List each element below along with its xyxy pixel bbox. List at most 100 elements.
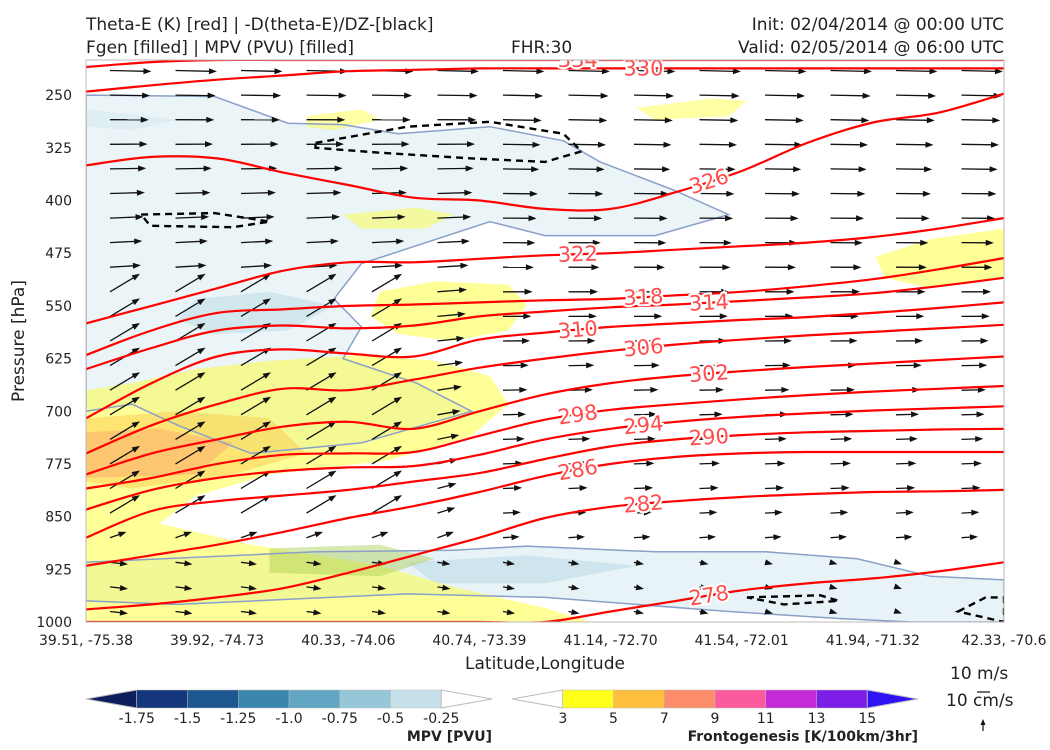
shaded-region-13	[86, 428, 233, 478]
colorbar-tick-label: -1.75	[119, 711, 155, 727]
wind-vector	[502, 190, 538, 197]
colorbar-segment	[714, 689, 767, 709]
theta-e-label-322: 322	[557, 242, 598, 267]
wind-vector	[633, 436, 656, 442]
wind-vector	[240, 262, 272, 269]
theta-e-label-306: 306	[622, 334, 664, 362]
wind-vector	[175, 347, 206, 367]
theta-e-contour-318	[86, 257, 1004, 357]
theta-e-contours	[86, 60, 1004, 622]
wind-vector	[895, 239, 929, 246]
wind-vector	[175, 531, 192, 539]
colorbar-tick-label: -1.0	[275, 711, 302, 727]
wind-vector	[961, 436, 984, 442]
stability-contour-3	[746, 594, 840, 606]
wind-vector	[437, 482, 457, 490]
wind-vector	[109, 298, 140, 317]
wind-vector	[306, 273, 337, 293]
wind-vector	[699, 68, 741, 75]
wind-vector	[633, 584, 644, 591]
x-tick-label: 41.94, -71.32	[826, 633, 920, 649]
wind-vector	[961, 313, 990, 320]
wind-vector	[306, 141, 344, 148]
wind-vector	[961, 509, 980, 516]
wind-vector	[371, 584, 386, 591]
theta-e-contour-306	[86, 323, 1004, 455]
wind-vector	[568, 362, 595, 369]
wind-vector	[175, 165, 212, 172]
theta-e-contour-294	[86, 405, 1004, 511]
wind-vector	[240, 214, 275, 221]
wind-vector	[830, 337, 858, 344]
x-tick-label: 40.33, -74.06	[301, 633, 395, 649]
wind-vector	[830, 264, 862, 271]
wind-vector	[437, 116, 477, 123]
wind-vector	[633, 386, 659, 393]
wind-vector	[371, 273, 402, 293]
wind-vector	[961, 117, 1001, 124]
wind-vector	[633, 117, 673, 124]
wind-vector	[764, 608, 773, 615]
wind-vector	[437, 262, 469, 269]
wind-vector	[633, 509, 652, 516]
wind-vector	[961, 166, 998, 173]
x-tick-label: 39.51, -75.38	[39, 633, 133, 649]
wind-vector	[306, 396, 337, 416]
wind-vector	[634, 288, 664, 295]
wind-vector	[109, 116, 149, 123]
wind-vector	[502, 239, 536, 246]
wind-vector	[109, 609, 128, 616]
colorbar-tick-label: -0.25	[423, 711, 459, 727]
wind-vector	[829, 583, 838, 590]
wind-vector	[830, 239, 863, 246]
theta-e-contour-298	[86, 384, 1004, 490]
wind-vector	[109, 531, 127, 539]
wind-vector	[109, 470, 140, 490]
wind-vector	[764, 68, 807, 75]
wind-vector	[895, 436, 918, 442]
wind-vector	[764, 190, 800, 197]
colorbar-segment	[136, 689, 188, 709]
theta-e-label-318: 318	[623, 284, 664, 310]
wind-vector	[830, 411, 854, 418]
wind-vector	[895, 337, 923, 344]
colorbar-segment	[765, 689, 817, 709]
wind-vector	[175, 372, 206, 391]
wind-vector	[633, 362, 660, 369]
wind-vector	[109, 396, 140, 416]
wind-vector	[829, 559, 838, 565]
wind-vector	[240, 445, 271, 465]
wind-vector	[502, 117, 542, 124]
wind-vector	[306, 531, 323, 539]
wind-vector	[437, 214, 472, 221]
wind-vector	[371, 116, 411, 123]
wind-vector	[306, 347, 337, 367]
wind-vector	[699, 141, 737, 148]
wind-vector	[175, 214, 210, 221]
wind-vector	[830, 534, 847, 541]
wind-vector	[633, 68, 676, 75]
colorbar-segment	[85, 689, 138, 709]
title-line-1: Theta-E (K) [red] | -D(theta-E)/DZ-[blac…	[86, 15, 434, 35]
wind-vector	[371, 396, 402, 416]
wind-vector	[633, 166, 671, 173]
wind-vector	[764, 215, 799, 222]
wind-vector	[895, 166, 933, 173]
theta-e-label-334: 334	[558, 48, 598, 72]
wind-vector	[699, 239, 732, 246]
plot-frame	[85, 59, 1005, 623]
wind-vector	[240, 396, 271, 416]
wind-vector	[109, 92, 151, 99]
wind-vector	[240, 609, 257, 616]
y-tick-label: 325	[45, 141, 72, 157]
wind-vector	[895, 141, 934, 148]
wind-vector	[502, 215, 537, 222]
wind-vector	[109, 585, 128, 591]
wind-vector	[502, 386, 528, 393]
wind-vector	[240, 372, 271, 391]
wind-vector	[764, 436, 787, 442]
shaded-region-1	[86, 95, 729, 454]
wind-vector	[895, 190, 931, 197]
forecast-hour: FHR:30	[511, 38, 573, 58]
